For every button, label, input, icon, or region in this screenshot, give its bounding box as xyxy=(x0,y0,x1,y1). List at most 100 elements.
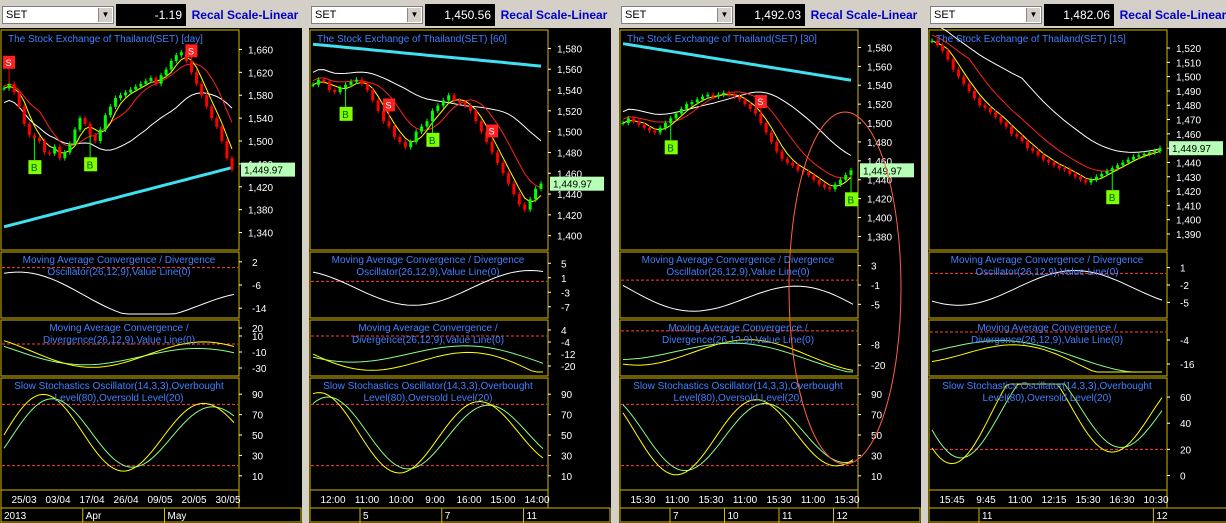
candle-body xyxy=(501,162,505,174)
price-tick-label: 1,500 xyxy=(557,128,582,139)
chevron-down-icon[interactable]: ▼ xyxy=(717,8,731,22)
recal-scale-button[interactable]: Recal Scale-Linear xyxy=(1119,8,1226,22)
candle-body xyxy=(441,100,445,106)
chevron-down-icon[interactable]: ▼ xyxy=(407,8,421,22)
last-price-box xyxy=(1169,141,1223,156)
candle-body xyxy=(365,83,369,91)
candle-body xyxy=(1015,133,1019,137)
price-tick-label: 1,440 xyxy=(867,176,892,187)
date-label: 03/04 xyxy=(45,495,70,506)
buy-signal-label: B xyxy=(848,195,855,206)
candle-body xyxy=(817,179,821,185)
candle-body xyxy=(7,83,11,89)
buy-signal-marker xyxy=(339,106,353,121)
candle-body xyxy=(63,152,67,159)
candle-body xyxy=(517,194,521,205)
time-axis-label: 2013 xyxy=(4,511,27,522)
date-label: 12:00 xyxy=(320,495,345,506)
pane-title: Moving Average Convergence / Divergence xyxy=(951,255,1144,266)
candle-body xyxy=(637,121,641,125)
candle-body xyxy=(174,55,178,61)
macd-line xyxy=(3,271,235,315)
candle-body xyxy=(732,94,736,97)
plot-frame xyxy=(0,29,240,251)
pane-title: Divergence(26,12,9),Value Line(0) xyxy=(43,335,195,346)
osc-tick-label: 10 xyxy=(252,332,264,343)
price-tick-label: 1,490 xyxy=(1176,87,1201,98)
candle-body xyxy=(1047,159,1051,163)
candle-body xyxy=(941,45,945,51)
pane-title: Moving Average Convergence / xyxy=(977,323,1117,334)
candle-body xyxy=(626,118,630,124)
candle-body xyxy=(1073,173,1077,177)
toolbar: SET ▼ 1,482.06 Recal Scale-Linear xyxy=(928,0,1226,28)
chart-svg: 1,580 1,560 1,540 1,520 1,500 1,480 1,460 1,440… xyxy=(309,29,611,523)
stoch-d-line xyxy=(312,396,544,470)
pane-title: Oscillator(26,12,9),Value Line(0) xyxy=(666,267,809,278)
price-tick-label: 1,480 xyxy=(1176,101,1201,112)
date-label: 10:30 xyxy=(1143,495,1168,506)
candle-body xyxy=(311,84,315,86)
candle-body xyxy=(988,108,992,113)
price-tick-label: 1,560 xyxy=(557,65,582,76)
symbol-select[interactable]: SET ▼ xyxy=(930,6,1042,24)
candle-body xyxy=(775,141,779,152)
buy-signal-label: B xyxy=(87,160,94,171)
candle-body xyxy=(103,115,107,130)
time-axis-frame xyxy=(0,507,302,523)
osc-tick-label: -5 xyxy=(1180,298,1189,309)
candle-body xyxy=(1031,148,1035,152)
candle-body xyxy=(144,80,148,84)
chart-title: The Stock Exchange of Thailand(SET) [15] xyxy=(936,34,1126,45)
macd-line xyxy=(931,269,1163,306)
recal-scale-button[interactable]: Recal Scale-Linear xyxy=(500,8,608,22)
recal-scale-button[interactable]: Recal Scale-Linear xyxy=(810,8,918,22)
pane-title: Slow Stochastics Oscillator(14,3,3),Over… xyxy=(323,381,533,392)
pane-title: Slow Stochastics Oscillator(14,3,3),Over… xyxy=(14,381,224,392)
stoch-tick-label: 70 xyxy=(252,411,264,422)
candle-body xyxy=(360,79,364,84)
candle-body xyxy=(653,130,657,133)
candle-body xyxy=(83,118,87,124)
candle-body xyxy=(1004,122,1008,127)
candle-body xyxy=(999,116,1003,123)
macd-line xyxy=(3,340,235,368)
candle-body xyxy=(822,184,826,188)
price-tick-label: 1,440 xyxy=(1176,158,1201,169)
last-price-box xyxy=(550,176,604,191)
date-label: 17/04 xyxy=(79,495,104,506)
time-axis-label: 7 xyxy=(673,511,679,522)
osc-tick-label: -5 xyxy=(871,300,880,311)
candle-body xyxy=(93,135,97,141)
chevron-down-icon[interactable]: ▼ xyxy=(98,8,112,22)
candle-body xyxy=(215,118,219,127)
ma-trend-line xyxy=(3,166,233,229)
buy-signal-marker xyxy=(426,132,440,147)
candle-body xyxy=(230,158,234,170)
osc-tick-label: -30 xyxy=(252,364,267,375)
symbol-select[interactable]: SET ▼ xyxy=(311,6,423,24)
osc-tick-label: 3 xyxy=(871,262,877,273)
candle-body xyxy=(220,126,224,141)
candle-body xyxy=(1052,162,1056,166)
price-tick-label: 1,410 xyxy=(1176,201,1201,212)
stoch-tick-label: 10 xyxy=(561,472,573,483)
time-axis-label: 12 xyxy=(837,511,849,522)
pane-title: Slow Stochastics Oscillator(14,3,3),Over… xyxy=(633,381,843,392)
ma-short-line xyxy=(931,40,1161,181)
value-readout: 1,482.06 xyxy=(1044,4,1114,26)
symbol-select[interactable]: SET ▼ xyxy=(2,6,114,24)
date-label: 15:45 xyxy=(939,495,964,506)
candle-body xyxy=(785,158,789,163)
candle-body xyxy=(48,152,52,154)
recal-scale-button[interactable]: Recal Scale-Linear xyxy=(191,8,299,22)
candle-body xyxy=(1084,179,1088,183)
date-label: 10:00 xyxy=(388,495,413,506)
symbol-select[interactable]: SET ▼ xyxy=(621,6,733,24)
last-price-box xyxy=(241,162,295,177)
candle-body xyxy=(738,96,742,100)
date-label: 16:00 xyxy=(456,495,481,506)
candle-body xyxy=(17,92,21,107)
candle-body xyxy=(1153,151,1157,153)
chevron-down-icon[interactable]: ▼ xyxy=(1026,8,1040,22)
